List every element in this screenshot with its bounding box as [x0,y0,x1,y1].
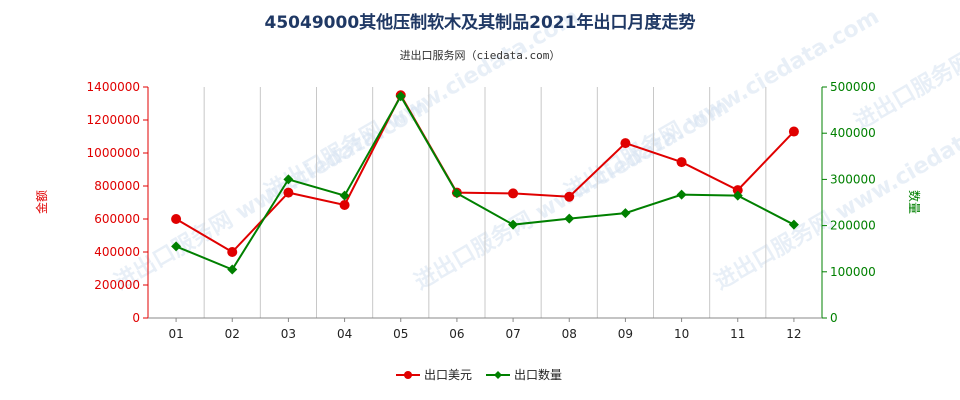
data-point [227,247,238,257]
legend-item[interactable]: 出口美元 [396,368,472,382]
x-tick-label: 09 [618,327,633,341]
legend-marker [404,371,412,379]
y-right-tick-label: 400000 [830,126,876,140]
data-point [676,189,687,200]
data-point [339,199,350,210]
data-point [283,174,294,185]
data-point [676,157,687,168]
y-left-tick-label: 400000 [94,245,140,259]
data-point [508,219,519,230]
y-left-tick-label: 200000 [94,278,140,292]
legend-item[interactable]: 出口数量 [486,367,562,382]
data-point [620,138,631,149]
legend-label: 出口数量 [514,367,562,382]
y-right-tick-label: 500000 [830,80,876,94]
data-point [732,190,743,201]
y-axis-left-title: 金额 [34,190,49,214]
data-point [395,91,406,102]
x-tick-label: 02 [225,327,240,341]
data-point [788,126,799,137]
chart-title: 45049000其他压制软木及其制品2021年出口月度走势 [265,12,696,33]
y-left-tick-label: 600000 [94,212,140,226]
axes [147,87,823,319]
data-point [283,187,294,198]
x-tick-label: 08 [562,327,577,341]
data-point [339,190,350,201]
legend[interactable]: 出口美元 出口数量 [396,367,562,382]
data-point [788,219,799,230]
x-tick-label: 05 [393,327,408,341]
data-point [227,264,238,275]
y-right-tick-label: 200000 [830,219,876,233]
x-tick-label: 06 [449,327,464,341]
x-tick-label: 10 [674,327,689,341]
y-left-tick-label: 800000 [94,179,140,193]
y-axis-right-title: 数量 [907,190,922,214]
y-right-tick-label: 300000 [830,172,876,186]
data-point [451,188,462,199]
series-layer [171,90,799,275]
legend-marker [494,371,502,379]
watermark-text: 进出口服务网 www.ciedata.com [261,4,584,205]
chart-subtitle: 进出口服务网（ciedata.com） [400,48,561,62]
series-line [175,94,795,271]
data-point [171,241,182,252]
series-2 [171,91,799,275]
x-tick-label: 03 [281,327,296,341]
y-left-tick-label: 1200000 [87,113,140,127]
series-1 [171,90,799,257]
data-point [171,214,182,224]
x-tick-label: 12 [786,327,801,341]
y-left-tick-label: 1000000 [87,146,140,160]
legend-label: 出口美元 [424,368,472,382]
data-point [732,185,743,196]
y-right-tick-label: 0 [830,311,838,325]
tick-labels: 0200000400000600000800000100000012000001… [87,80,876,341]
series-line [175,93,795,254]
y-right-tick-label: 100000 [830,265,876,279]
grid-lines [147,87,823,318]
x-tick-label: 04 [337,327,352,341]
x-tick-label: 11 [730,327,745,341]
y-left-tick-label: 0 [132,311,140,325]
data-point [564,191,575,202]
x-tick-label: 01 [168,327,183,341]
x-tick-label: 07 [505,327,520,341]
y-left-tick-label: 1400000 [87,80,140,94]
data-point [620,208,631,219]
data-point [508,188,519,199]
data-point [564,213,575,224]
